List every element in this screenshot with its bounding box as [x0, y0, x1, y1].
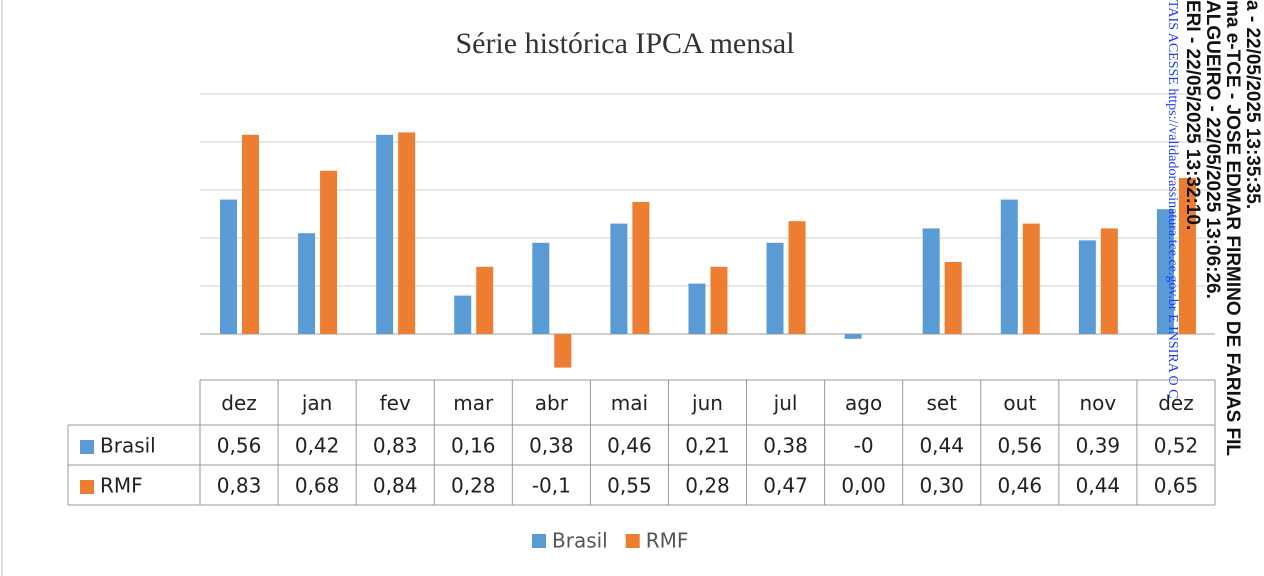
- data-label: 0,56: [217, 434, 262, 458]
- data-label: 0,28: [451, 474, 496, 498]
- x-tick-label: ago: [845, 391, 882, 415]
- bar: [844, 334, 862, 339]
- bar: [632, 202, 650, 334]
- legend-key: [80, 440, 94, 454]
- data-label: 0,16: [451, 434, 496, 458]
- x-tick-label: nov: [1080, 391, 1117, 415]
- watermark-text: ERI - 22/05/2025 13:32:10.: [1182, 0, 1203, 230]
- data-label: 0,47: [763, 474, 808, 498]
- bar: [688, 283, 706, 334]
- data-label: 0,65: [1154, 474, 1199, 498]
- bar: [554, 334, 572, 368]
- data-label: -0,1: [532, 474, 571, 498]
- bar: [1156, 209, 1174, 334]
- data-label: 0,83: [373, 434, 418, 458]
- x-tick-label: jul: [773, 391, 798, 415]
- x-tick-label: set: [926, 391, 957, 415]
- data-label: 0,00: [841, 474, 886, 498]
- bar: [922, 228, 940, 334]
- bar: [1078, 240, 1096, 334]
- watermark-text: ma e-TCE - JOSE EDMAR FIRMINO DE FARIAS …: [1222, 0, 1243, 456]
- x-tick-label: mai: [611, 391, 648, 415]
- bar: [398, 132, 416, 334]
- data-label: 0,68: [295, 474, 340, 498]
- series-label: Brasil: [100, 434, 156, 458]
- bar: [476, 266, 494, 334]
- data-label: 0,30: [919, 474, 964, 498]
- x-tick-label: fev: [380, 391, 411, 415]
- bar: [1022, 223, 1040, 334]
- bar: [766, 242, 784, 334]
- legend-key: [80, 480, 94, 494]
- data-label: 0,28: [685, 474, 730, 498]
- bar: [298, 233, 316, 334]
- x-tick-label: abr: [535, 391, 569, 415]
- data-label: 0,38: [763, 434, 808, 458]
- bar: [788, 221, 806, 334]
- bar: [220, 199, 237, 334]
- data-label: 0,44: [919, 434, 964, 458]
- data-label: 0,84: [373, 474, 418, 498]
- x-tick-label: jun: [691, 391, 723, 415]
- bar: [610, 223, 628, 334]
- data-label: 0,21: [685, 434, 730, 458]
- data-label: 0,38: [529, 434, 574, 458]
- data-label: 0,56: [998, 434, 1043, 458]
- legend-swatch: [532, 534, 546, 548]
- x-tick-label: mar: [453, 391, 494, 415]
- bar: [710, 266, 728, 334]
- legend-label: Brasil: [552, 529, 608, 553]
- bar: [242, 134, 259, 334]
- bar: [1100, 228, 1118, 334]
- data-label: -0: [854, 434, 874, 458]
- data-label: 0,39: [1076, 434, 1121, 458]
- data-label: 0,46: [607, 434, 652, 458]
- bar: [320, 170, 338, 334]
- data-label: 0,52: [1154, 434, 1199, 458]
- watermark-text: a - 22/05/2025 13:35:35.: [1242, 0, 1263, 209]
- bar: [376, 134, 394, 334]
- data-label: 0,42: [295, 434, 340, 458]
- series-label: RMF: [100, 474, 143, 498]
- bar: [454, 295, 472, 334]
- data-label: 0,55: [607, 474, 652, 498]
- x-tick-label: dez: [1158, 391, 1194, 415]
- legend-swatch: [625, 534, 640, 548]
- bar: [944, 262, 962, 334]
- x-tick-label: out: [1003, 391, 1036, 415]
- watermark-link: TAIS ACESSE https://validadorassinatura.…: [1165, 0, 1180, 398]
- x-tick-label: jan: [301, 391, 333, 415]
- data-label: 0,83: [217, 474, 262, 498]
- x-tick-label: dez: [221, 391, 257, 415]
- watermark-text: ALGUEIRO - 22/05/2025 13:06:26.: [1202, 0, 1223, 299]
- legend-label: RMF: [646, 529, 689, 553]
- bar: [1178, 178, 1196, 334]
- chart-title: Série histórica IPCA mensal: [455, 27, 794, 60]
- data-label: 0,44: [1076, 474, 1121, 498]
- data-label: 0,46: [998, 474, 1043, 498]
- bar: [532, 242, 550, 334]
- bar: [1000, 199, 1018, 334]
